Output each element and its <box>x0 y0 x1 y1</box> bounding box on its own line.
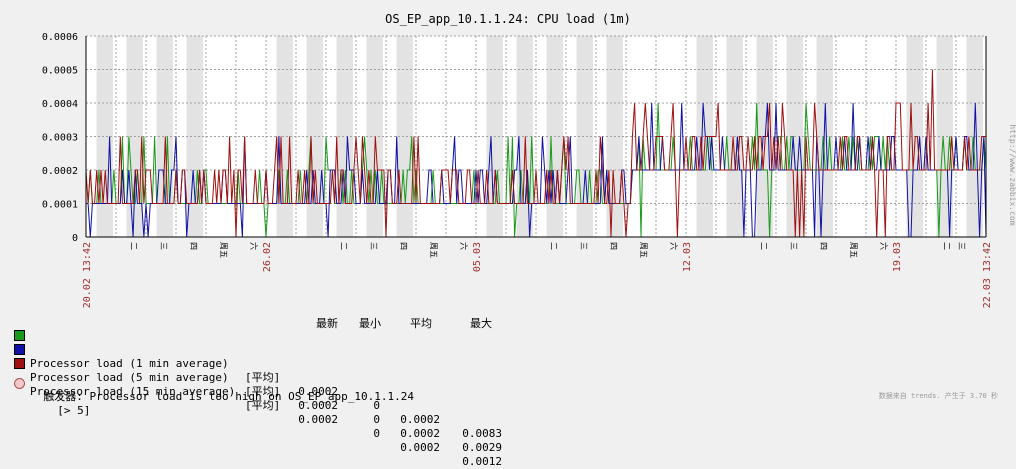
legend-header-min: 最小 <box>359 317 381 330</box>
x-date-label: 19.03 <box>892 242 903 272</box>
x-day-label: 三 <box>159 242 168 250</box>
x-day-label: 三 <box>789 242 798 250</box>
legend-label-15min: Processor load (15 min average) <box>30 385 236 398</box>
legend-max-15min: 0.0012 <box>462 455 502 468</box>
x-day-label: 周五 <box>849 242 858 258</box>
x-day-label: 六 <box>459 242 469 250</box>
x-date-label: 26.02 <box>262 242 273 272</box>
trigger-row: 触发器: Processor load is too high on OS_EP… <box>30 376 414 417</box>
trigger-icon <box>14 378 25 389</box>
x-day-label: 四 <box>399 242 408 250</box>
day-shade <box>816 36 833 237</box>
x-date-label: 05.03 <box>472 242 483 272</box>
legend-swatch-1min <box>14 330 25 341</box>
legend-last-1min: 0.0002 <box>298 385 338 398</box>
x-day-label: 三 <box>579 242 588 250</box>
legend-func-1min: [平均] <box>245 371 281 384</box>
chart-canvas: OS_EP_app_10.1.1.24: CPU load (1m) 0 0.00… <box>42 12 1016 308</box>
x-day-label: 周五 <box>639 242 648 258</box>
legend-header-last: 最新 <box>316 317 338 330</box>
y-tick-label: 0.0002 <box>42 166 78 177</box>
legend-label-5min: Processor load (5 min average) <box>30 371 229 384</box>
x-day-label: 二 <box>339 242 348 250</box>
legend-max-5min: 0.0029 <box>462 441 502 454</box>
x-day-label: 周五 <box>219 242 228 258</box>
trigger-text: 触发器: Processor load is too high on OS_EP… <box>43 390 415 403</box>
legend-label-1min: Processor load (1 min average) <box>30 357 229 370</box>
side-credit: http://www.zabbix.com <box>1008 124 1016 225</box>
legend-header-max: 最大 <box>470 317 492 330</box>
legend-row-15min: Processor load (15 min average) [平均] 0.0… <box>14 357 502 468</box>
y-tick-label: 0.0005 <box>42 66 78 77</box>
day-shade <box>396 36 413 237</box>
x-day-label: 二 <box>942 242 951 250</box>
x-day-label: 二 <box>759 242 768 250</box>
x-day-label: 四 <box>189 242 198 250</box>
axes: 00.00010.00020.00030.00040.00050.0006二三四… <box>42 32 993 308</box>
x-day-label: 周五 <box>429 242 438 258</box>
x-day-label: 四 <box>609 242 618 250</box>
trigger-threshold: [> 5] <box>57 404 91 417</box>
legend-avg-5min: 0.0002 <box>400 427 440 440</box>
x-day-label: 六 <box>249 242 259 250</box>
x-day-label: 二 <box>129 242 138 250</box>
legend-min-15min: 0 <box>373 427 380 440</box>
y-tick-label: 0.0004 <box>42 99 78 110</box>
footer-note: 数据来自 trends. 产生于 3.70 秒 <box>878 392 998 400</box>
day-shade <box>696 36 713 237</box>
x-day-label: 六 <box>669 242 679 250</box>
x-date-label: 20.02 13:42 <box>82 242 93 308</box>
legend-last-15min: 0.0002 <box>298 413 338 426</box>
day-shade <box>96 36 113 237</box>
series-line-5min <box>86 102 987 238</box>
x-day-label: 三 <box>369 242 378 250</box>
y-tick-label: 0.0006 <box>42 32 78 43</box>
x-date-label: 22.03 13:42 <box>982 242 993 308</box>
x-day-label: 二 <box>549 242 558 250</box>
x-day-label: 三 <box>957 242 966 250</box>
chart-title: OS_EP_app_10.1.1.24: CPU load (1m) <box>385 12 631 26</box>
legend-header-avg: 平均 <box>410 317 432 330</box>
y-tick-label: 0.0001 <box>42 200 78 211</box>
legend-min-5min: 0 <box>373 413 380 426</box>
legend-max-1min: 0.0083 <box>462 427 502 440</box>
day-shade <box>336 36 353 237</box>
x-day-label: 六 <box>879 242 889 250</box>
x-day-label: 四 <box>819 242 828 250</box>
legend-avg-15min: 0.0002 <box>400 441 440 454</box>
legend-swatch-5min <box>14 344 25 355</box>
y-tick-label: 0 <box>72 233 78 244</box>
legend-swatch-15min <box>14 358 25 369</box>
y-tick-label: 0.0003 <box>42 133 78 144</box>
legend-func-5min: [平均] <box>245 385 281 398</box>
legend-avg-1min: 0.0002 <box>400 413 440 426</box>
legend-row-5min: Processor load (5 min average) [平均] 0.00… <box>14 343 502 454</box>
legend-row-1min: Processor load (1 min average) [平均] 0.00… <box>14 329 502 440</box>
x-date-label: 12.03 <box>682 242 693 272</box>
